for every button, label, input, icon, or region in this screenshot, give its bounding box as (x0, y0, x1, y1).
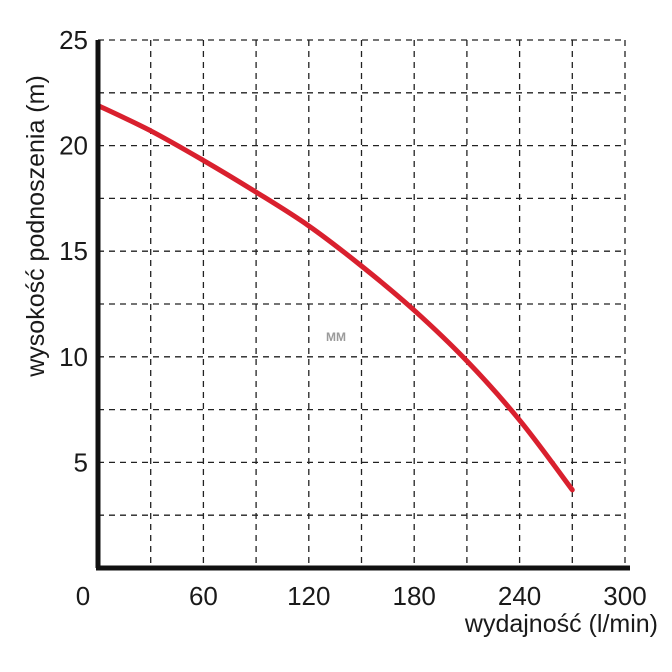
x-tick-label: 60 (189, 581, 218, 611)
y-tick-label: 10 (59, 342, 88, 372)
x-axis-title: wydajność (l/min) (464, 610, 658, 638)
series-layer (95, 103, 575, 493)
y-tick-label: 5 (74, 447, 88, 477)
x-tick-label: 180 (393, 581, 436, 611)
y-tick-labels: 5 10 15 20 25 (59, 25, 88, 477)
y-tick-label: 15 (59, 236, 88, 266)
x-tick-label: 240 (498, 581, 541, 611)
x-tick-label: 300 (603, 581, 646, 611)
watermark: MM (326, 330, 346, 344)
x-tick-label: 0 (76, 581, 90, 611)
performance-curve (95, 103, 575, 493)
axes (95, 40, 630, 571)
x-tick-labels: 0 60 120 180 240 300 (76, 581, 647, 611)
y-axis-title: wysokość podnoszenia (m) (22, 75, 50, 378)
x-tick-label: 120 (287, 581, 330, 611)
grid (98, 39, 626, 568)
y-tick-label: 20 (59, 131, 88, 161)
y-tick-label: 25 (59, 25, 88, 55)
